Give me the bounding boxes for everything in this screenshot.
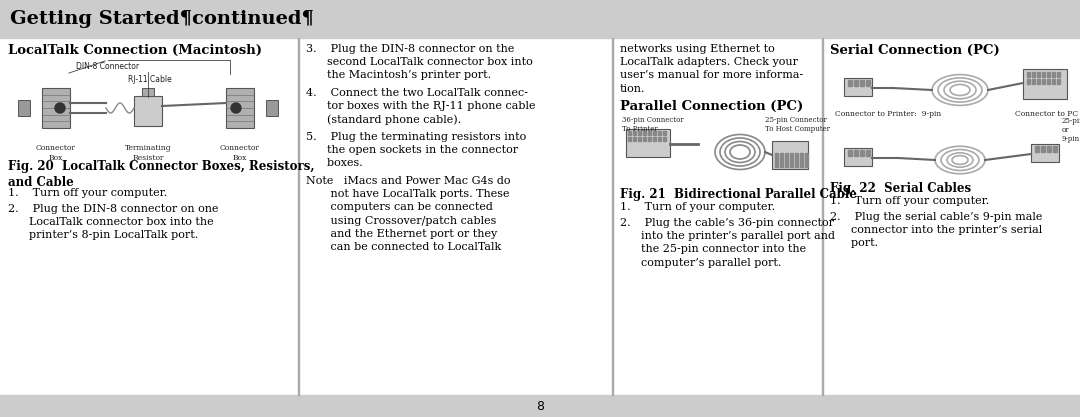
Bar — [1027, 79, 1030, 84]
Bar — [627, 131, 631, 135]
Bar — [643, 137, 646, 141]
Bar — [0, 395, 1080, 417]
Bar — [800, 153, 804, 167]
Bar — [653, 137, 656, 141]
Text: 4.    Connect the two LocalTalk connec-
      tor boxes with the RJ-11 phone cab: 4. Connect the two LocalTalk connec- tor… — [306, 88, 536, 125]
Bar — [633, 131, 636, 135]
Bar — [848, 150, 852, 156]
Bar — [648, 137, 651, 141]
Bar — [1037, 72, 1040, 77]
Text: Connector to PC: Connector to PC — [1015, 110, 1078, 118]
Bar — [1047, 146, 1051, 152]
Text: Fig. 22  Serial Cables: Fig. 22 Serial Cables — [831, 182, 971, 195]
Text: 1.    Turn off your computer.: 1. Turn off your computer. — [831, 196, 989, 206]
Text: Fig. 21  Bidirectional Parallel Cable: Fig. 21 Bidirectional Parallel Cable — [620, 188, 856, 201]
Bar — [663, 137, 666, 141]
Bar — [860, 150, 864, 156]
Bar — [1053, 146, 1057, 152]
Text: 25-pin Connector
To Host Computer: 25-pin Connector To Host Computer — [765, 116, 831, 133]
Bar — [626, 129, 670, 157]
Bar — [775, 153, 778, 167]
Bar — [1042, 79, 1045, 84]
Bar — [805, 153, 808, 167]
Bar — [627, 137, 631, 141]
Ellipse shape — [231, 103, 241, 113]
Bar — [1032, 72, 1035, 77]
Text: 25-pin
or
9-pin: 25-pin or 9-pin — [1062, 117, 1080, 143]
Bar — [1031, 144, 1059, 162]
Text: 2.    Plug the cable’s 36-pin connector
      into the printer’s parallel port a: 2. Plug the cable’s 36-pin connector int… — [620, 218, 835, 268]
Bar — [0, 0, 1080, 38]
Text: RJ-11 Cable: RJ-11 Cable — [129, 75, 172, 84]
Bar — [1052, 72, 1055, 77]
Bar — [658, 131, 661, 135]
Text: 5.    Plug the terminating resistors into
      the open sockets in the connecto: 5. Plug the terminating resistors into t… — [306, 132, 526, 168]
Bar — [1023, 69, 1067, 99]
Bar — [1037, 79, 1040, 84]
Bar — [1041, 146, 1045, 152]
Bar — [226, 88, 254, 128]
Bar — [638, 131, 642, 135]
Bar — [643, 131, 646, 135]
Text: 2.    Plug the DIN-8 connector on one
      LocalTalk connector box into the
   : 2. Plug the DIN-8 connector on one Local… — [8, 204, 218, 240]
Bar — [1047, 72, 1050, 77]
Bar — [1032, 79, 1035, 84]
Text: 2.    Plug the serial cable’s 9-pin male
      connector into the printer’s seri: 2. Plug the serial cable’s 9-pin male co… — [831, 212, 1042, 249]
Text: Serial Connection (PC): Serial Connection (PC) — [831, 44, 1000, 57]
Bar — [658, 137, 661, 141]
Bar — [843, 148, 872, 166]
Bar — [648, 131, 651, 135]
Text: 3.    Plug the DIN-8 connector on the
      second LocalTalk connector box into
: 3. Plug the DIN-8 connector on the secon… — [306, 44, 532, 80]
Bar — [653, 131, 656, 135]
Ellipse shape — [55, 103, 65, 113]
Bar — [638, 137, 642, 141]
Bar — [42, 88, 70, 128]
Text: Fig. 20  LocalTalk Connector Boxes, Resistors,
and Cable: Fig. 20 LocalTalk Connector Boxes, Resis… — [8, 160, 314, 189]
Bar — [848, 80, 852, 86]
Bar — [854, 80, 858, 86]
Text: Parallel Connection (PC): Parallel Connection (PC) — [620, 100, 804, 113]
Bar — [772, 141, 808, 169]
Bar — [866, 150, 870, 156]
Bar — [795, 153, 798, 167]
Bar — [633, 137, 636, 141]
Bar — [854, 150, 858, 156]
Bar — [785, 153, 788, 167]
Bar — [866, 80, 870, 86]
Bar — [843, 78, 872, 96]
Text: Connector to Printer:  9-pin: Connector to Printer: 9-pin — [835, 110, 942, 118]
Bar — [134, 96, 162, 126]
Bar — [860, 80, 864, 86]
Text: Getting Started¶continued¶: Getting Started¶continued¶ — [10, 10, 314, 28]
Bar — [141, 88, 154, 96]
Text: DIN-8 Connector: DIN-8 Connector — [77, 62, 139, 71]
Bar — [663, 131, 666, 135]
Text: LocalTalk Connection (Macintosh): LocalTalk Connection (Macintosh) — [8, 44, 262, 57]
Bar — [1057, 72, 1059, 77]
Bar — [1052, 79, 1055, 84]
Text: 1.    Turn off your computer.: 1. Turn off your computer. — [8, 188, 167, 198]
Bar — [1042, 72, 1045, 77]
Text: networks using Ethernet to
LocalTalk adapters. Check your
user’s manual for more: networks using Ethernet to LocalTalk ada… — [620, 44, 804, 93]
Bar — [1027, 72, 1030, 77]
Bar — [780, 153, 783, 167]
Bar — [1057, 79, 1059, 84]
Text: 8: 8 — [536, 399, 544, 412]
Text: Connector
Box: Connector Box — [36, 144, 76, 162]
Text: 1.    Turn of your computer.: 1. Turn of your computer. — [620, 202, 775, 212]
Text: Note   iMacs and Power Mac G4s do
       not have LocalTalk ports. These
       : Note iMacs and Power Mac G4s do not have… — [306, 176, 511, 252]
Text: Terminating
Resistor: Terminating Resistor — [124, 144, 172, 162]
Bar — [1047, 79, 1050, 84]
Bar — [266, 100, 278, 116]
Text: Connector
Box: Connector Box — [220, 144, 260, 162]
Bar — [18, 100, 30, 116]
Bar — [789, 153, 793, 167]
Bar — [1035, 146, 1039, 152]
Text: 36-pin Connector
To Printer: 36-pin Connector To Printer — [622, 116, 684, 133]
